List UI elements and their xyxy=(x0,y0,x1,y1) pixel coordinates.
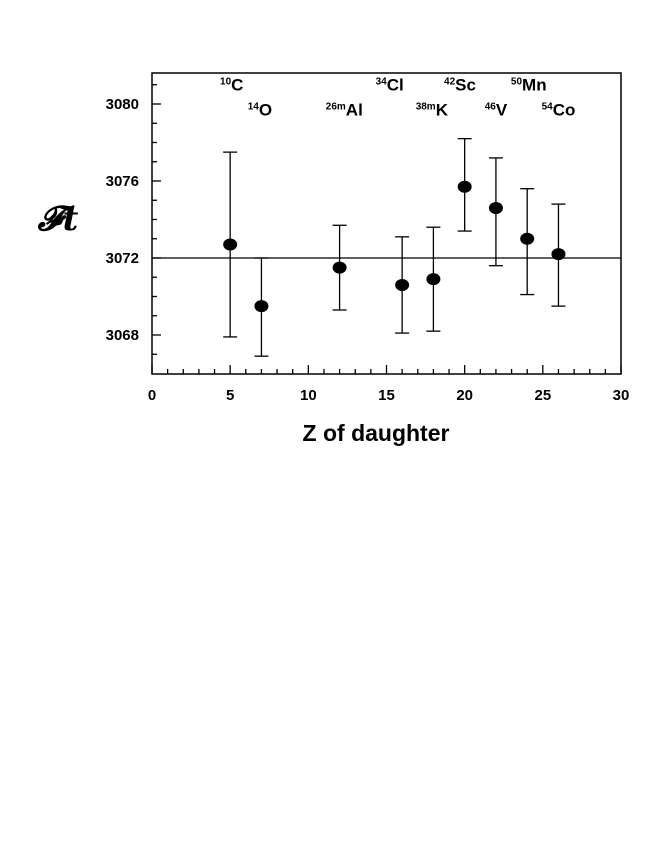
x-tick-label: 20 xyxy=(456,387,473,404)
isotope-mass-number: 54 xyxy=(542,102,554,113)
isotope-label: 26mAl xyxy=(326,101,363,120)
data-point xyxy=(551,248,566,261)
isotope-symbol: Sc xyxy=(455,76,476,95)
data-point xyxy=(520,232,535,245)
y-tick-label: 3076 xyxy=(106,173,139,190)
data-point xyxy=(488,201,503,214)
isotope-mass-number: 10 xyxy=(220,77,232,88)
data-point xyxy=(395,278,410,291)
y-tick-label: 3072 xyxy=(106,250,139,267)
isotope-mass-number: 14 xyxy=(248,102,260,113)
data-point xyxy=(332,261,347,274)
y-axis: 3068 3072 3076 3080 xyxy=(106,84,161,355)
x-tick-label: 25 xyxy=(534,387,551,404)
isotope-mass-number: 38m xyxy=(416,102,436,113)
data-point xyxy=(457,180,472,193)
data-points xyxy=(223,137,566,357)
x-axis: 0 5 10 15 20 25 30 xyxy=(148,365,630,404)
plot-frame xyxy=(151,72,622,375)
isotope-mass-number: 34 xyxy=(376,77,388,88)
isotope-mass-number: 46 xyxy=(485,102,497,113)
isotope-symbol: K xyxy=(436,101,449,120)
isotope-mass-number: 50 xyxy=(511,77,523,88)
isotope-label: 42Sc xyxy=(444,76,476,95)
isotope-symbol: Al xyxy=(346,101,363,120)
x-tick-label: 5 xyxy=(226,387,234,404)
isotope-symbol: V xyxy=(496,101,508,120)
x-tick-label: 15 xyxy=(378,387,395,404)
data-point xyxy=(426,273,441,286)
y-tick-label: 3068 xyxy=(106,327,139,344)
y-axis-label: 𝓕t xyxy=(37,199,79,239)
isotope-symbol: C xyxy=(231,76,243,95)
isotope-mass-number: 42 xyxy=(444,77,456,88)
x-tick-label: 0 xyxy=(148,387,156,404)
y-tick-label: 3080 xyxy=(106,96,139,113)
isotope-label: 34Cl xyxy=(376,76,404,95)
x-tick-label: 10 xyxy=(300,387,317,404)
data-point xyxy=(254,300,269,313)
isotope-label: 46V xyxy=(485,101,508,120)
isotope-label: 50Mn xyxy=(511,76,547,95)
isotope-label: 54Co xyxy=(542,101,576,120)
isotope-label: 14O xyxy=(248,101,272,120)
x-tick-label: 30 xyxy=(613,387,630,404)
isotope-symbol: O xyxy=(259,101,272,120)
isotope-label: 38mK xyxy=(416,101,449,120)
isotope-symbol: Co xyxy=(553,101,576,120)
data-point xyxy=(223,238,238,251)
x-axis-label: Z of daughter xyxy=(303,420,450,446)
isotope-label: 10C xyxy=(220,76,243,95)
isotope-symbol: Cl xyxy=(387,76,404,95)
isotope-mass-number: 26m xyxy=(326,102,346,113)
isotope-symbol: Mn xyxy=(522,76,547,95)
